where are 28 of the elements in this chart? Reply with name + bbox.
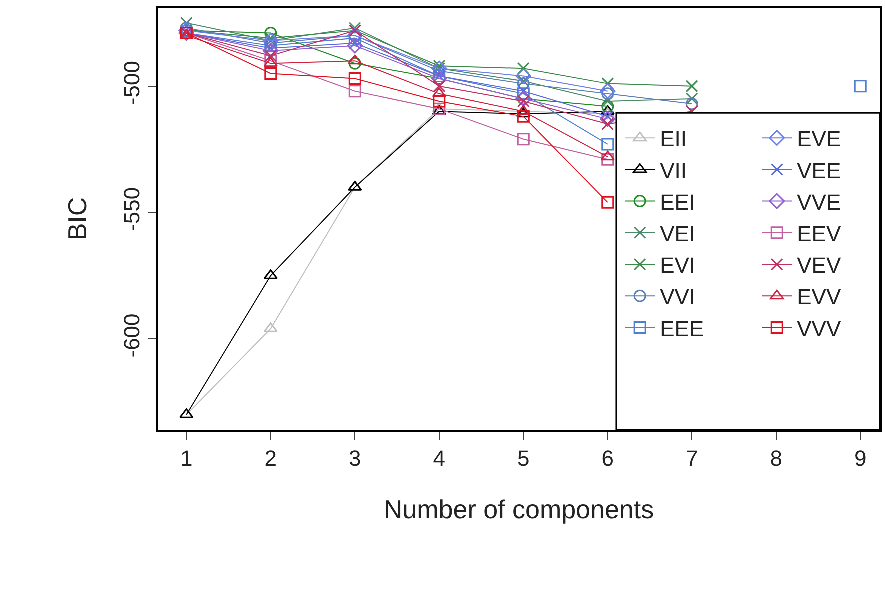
legend-label: EVE	[797, 126, 842, 152]
legend-label: VVV	[797, 316, 842, 342]
x-tick-label: 8	[770, 446, 783, 472]
y-tick-label: -500	[119, 61, 144, 106]
legend-label: EVI	[660, 253, 696, 278]
x-tick-label: 9	[854, 446, 867, 472]
y-tick-label: -550	[119, 187, 144, 232]
x-axis-title: Number of components	[384, 494, 654, 524]
x-tick-label: 6	[602, 446, 614, 472]
legend-label: EEI	[660, 190, 696, 215]
x-tick-label: 4	[433, 446, 446, 472]
legend-label: EII	[660, 126, 687, 152]
legend-label: EEV	[797, 221, 842, 246]
legend-label: VEI	[660, 221, 696, 246]
legend-label: VII	[660, 158, 687, 184]
x-tick-label: 7	[686, 446, 698, 472]
y-axis-title: BIC	[62, 197, 92, 241]
x-tick-label: 2	[264, 446, 278, 472]
legend-label: VEE	[797, 158, 842, 184]
legend-label: VVI	[660, 284, 696, 310]
legend-label: EEE	[660, 316, 704, 342]
legend-label: VEV	[797, 253, 842, 278]
x-tick-label: 1	[180, 446, 193, 472]
legend-label: VVE	[797, 190, 842, 215]
x-tick-label: 3	[349, 446, 362, 472]
x-tick-label: 5	[518, 446, 530, 472]
legend-label: EVV	[797, 284, 842, 310]
y-tick-label: -600	[119, 314, 144, 358]
